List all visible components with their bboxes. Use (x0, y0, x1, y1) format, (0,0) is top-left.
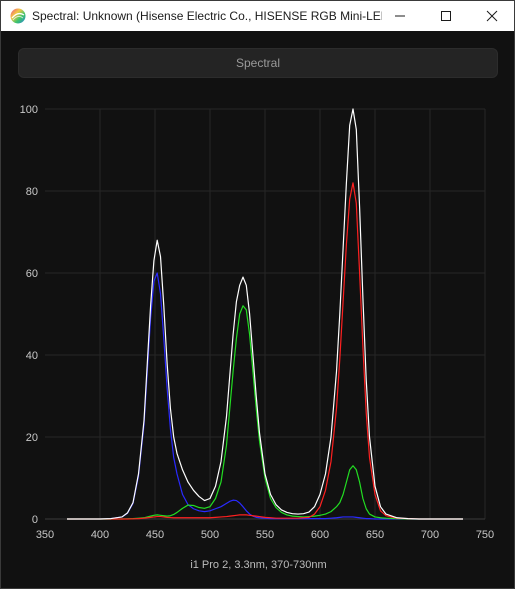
x-tick-label: 700 (421, 529, 439, 541)
spectral-mode-button[interactable]: Spectral (18, 48, 498, 78)
minimize-icon (395, 15, 405, 17)
x-tick-label: 550 (256, 529, 274, 541)
series-line (67, 108, 463, 520)
y-tick-label: 60 (26, 268, 38, 280)
minimize-button[interactable] (377, 1, 423, 31)
x-tick-label: 400 (91, 529, 109, 541)
x-tick-label: 600 (311, 529, 329, 541)
close-icon (486, 10, 498, 22)
x-tick-label: 350 (36, 529, 54, 541)
close-button[interactable] (469, 1, 515, 31)
y-tick-label: 0 (32, 514, 38, 526)
y-tick-label: 100 (20, 104, 38, 116)
spectral-app-icon (10, 8, 26, 24)
x-tick-label: 650 (366, 529, 384, 541)
x-tick-label: 500 (201, 529, 219, 541)
instrument-caption: i1 Pro 2, 3.3nm, 370-730nm (190, 559, 327, 571)
y-tick-label: 20 (26, 432, 38, 444)
window-title: Spectral: Unknown (Hisense Electric Co.,… (32, 9, 382, 23)
series-line (67, 305, 463, 520)
maximize-icon (441, 11, 451, 21)
y-tick-label: 40 (26, 350, 38, 362)
spectral-chart: 350 400 450 500 550 600 650 700 750 0 20 40 60 80 100 (20, 104, 495, 541)
x-tick-label: 750 (476, 529, 494, 541)
maximize-button[interactable] (423, 1, 469, 31)
chart-ticks: 350 400 450 500 550 600 650 700 750 0 20 40 60 80 100 (20, 104, 495, 541)
x-tick-label: 450 (146, 529, 164, 541)
y-tick-label: 80 (26, 186, 38, 198)
chart-series (67, 108, 463, 520)
chart-grid (45, 108, 486, 520)
title-bar[interactable]: Spectral: Unknown (Hisense Electric Co.,… (1, 1, 514, 31)
series-line (67, 182, 463, 520)
